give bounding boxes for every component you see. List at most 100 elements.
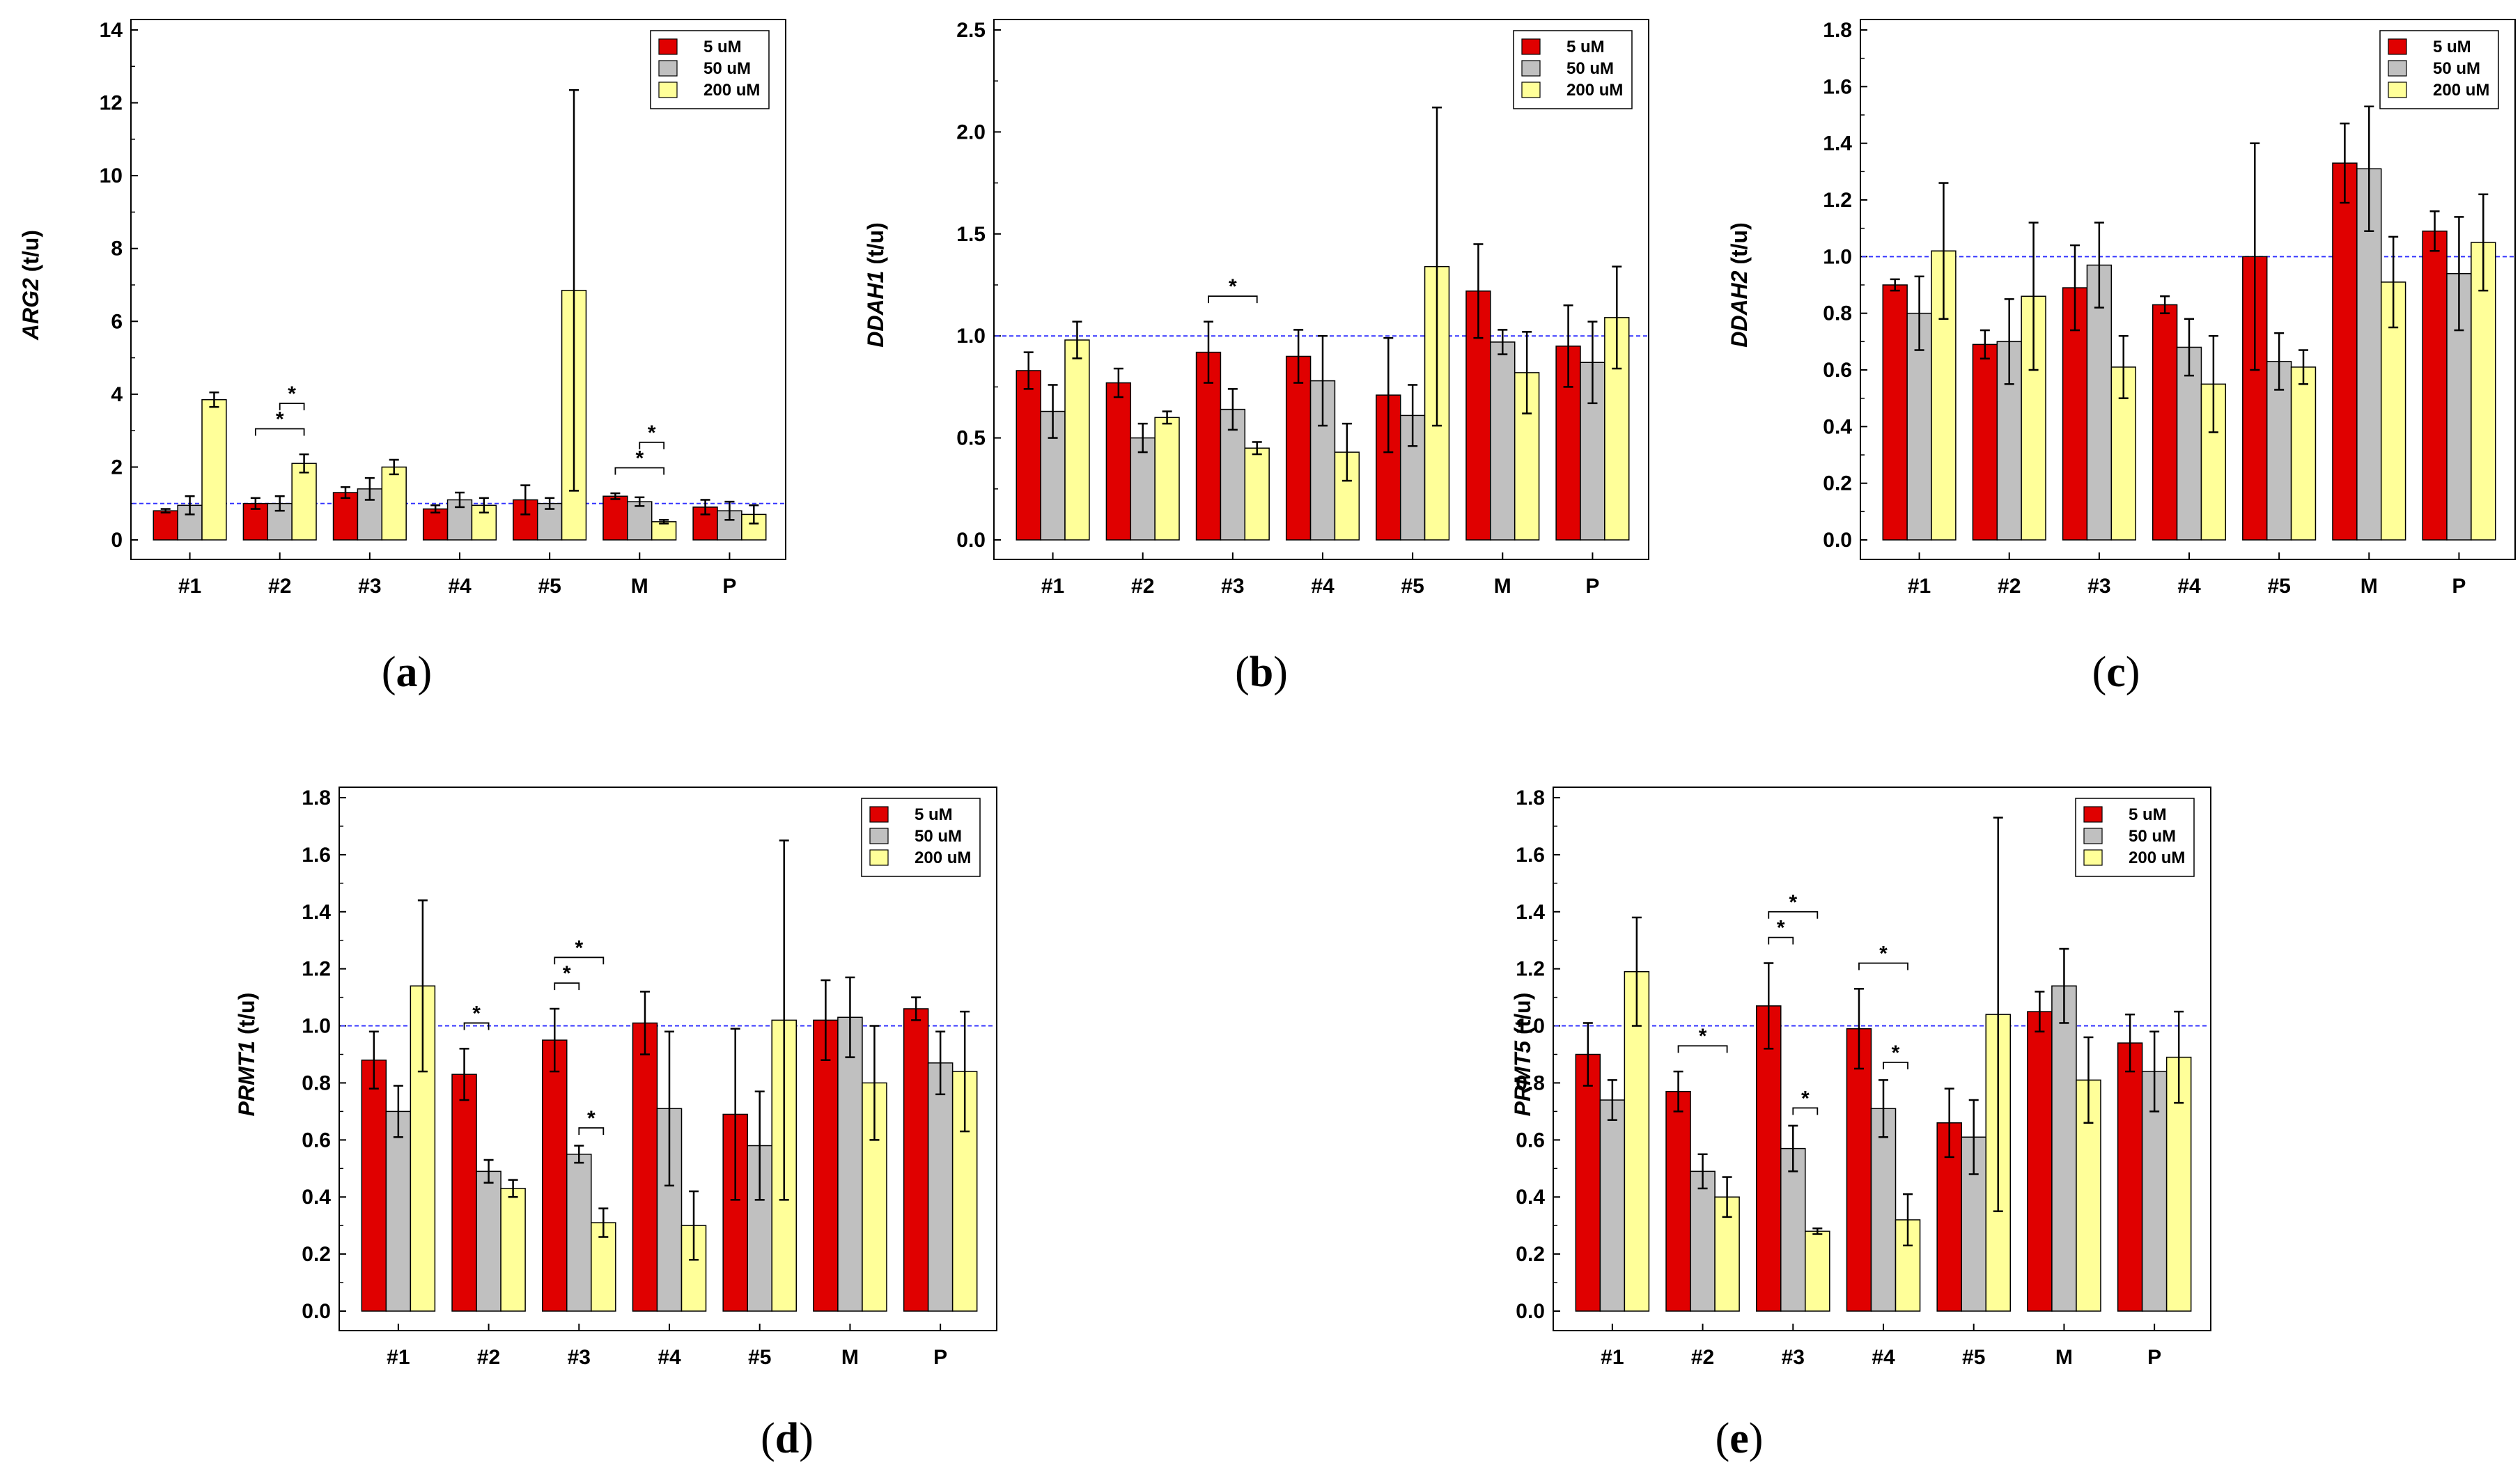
y-tick-label: 1.4 [302, 901, 331, 924]
legend-label: 200 uM [915, 849, 971, 867]
significance-star: * [1229, 275, 1237, 298]
x-tick-label: P [1585, 575, 1599, 598]
legend-label: 5 uM [703, 38, 742, 56]
legend-swatch [658, 82, 678, 98]
bar [1665, 1090, 1691, 1312]
significance-star: * [1789, 891, 1797, 914]
x-tick-label: M [841, 1346, 859, 1369]
plot-frame [339, 787, 997, 1331]
bar [651, 521, 677, 541]
y-tick-label: 0.2 [1516, 1243, 1545, 1266]
bar [422, 508, 449, 541]
x-tick-label: #4 [2177, 575, 2201, 598]
y-axis-label: PRMT1 (t/u) [234, 993, 259, 1117]
x-tick-label: M [2360, 575, 2378, 598]
x-tick-label: P [2452, 575, 2466, 598]
y-tick-label: 1.0 [1823, 245, 1852, 268]
significance-star: * [1699, 1025, 1707, 1048]
x-tick-label: #1 [1908, 575, 1931, 598]
y-tick-label: 0.5 [956, 427, 986, 450]
y-axis-gene: PRMT1 [234, 1041, 259, 1116]
y-tick-label: 1.2 [1516, 958, 1545, 981]
y-tick-label: 1.0 [1516, 1015, 1545, 1038]
y-tick-label: 0.0 [302, 1300, 331, 1323]
bar [1016, 370, 1041, 541]
bar [566, 1154, 592, 1312]
panel-label-d: (d) [761, 1415, 814, 1462]
x-tick-label: P [933, 1346, 947, 1369]
y-tick-label: 1.4 [1823, 132, 1852, 155]
panel-label-c: (c) [2092, 649, 2140, 696]
y-tick-label: 2.0 [956, 121, 986, 144]
y-tick-label: 1.6 [1516, 844, 1545, 867]
bar [332, 492, 359, 541]
legend-label: 50 uM [915, 827, 962, 846]
significance-bracket [639, 441, 665, 449]
y-tick-label: 0.0 [956, 529, 986, 552]
significance-bracket [1858, 962, 1908, 970]
y-tick-label: 0.8 [1516, 1071, 1545, 1094]
significance-star: * [288, 382, 296, 405]
legend-label: 5 uM [2433, 38, 2471, 56]
chart-prmt1: 0.0 0.2 0.4 0.6 0.8 1.0 1.2 1.4 1.6 1.8 PRMT1 (t/u… [234, 787, 997, 1369]
y-tick-label: 1.6 [302, 844, 331, 867]
bar [500, 1188, 526, 1312]
significance-star: * [1801, 1087, 1810, 1110]
y-axis-gene: DDAH1 [863, 271, 888, 348]
bar [451, 1074, 477, 1312]
bar [2051, 985, 2077, 1312]
bar [1870, 1108, 1897, 1312]
y-tick-label: 0 [111, 529, 123, 552]
y-axis-unit: (t/u) [18, 230, 43, 278]
y-tick-label: 10 [100, 164, 123, 187]
significance-bracket [554, 982, 580, 991]
bar [2422, 230, 2448, 541]
x-tick-label: #2 [268, 575, 291, 598]
bar [1846, 1028, 1872, 1312]
significance-star: * [1879, 942, 1888, 965]
legend-swatch [2083, 849, 2103, 866]
significance-bracket [554, 957, 605, 965]
bar [1105, 382, 1132, 541]
x-tick-label: #5 [1962, 1346, 1985, 1369]
legend-swatch [869, 828, 889, 844]
bar [1130, 437, 1156, 541]
bar [1972, 343, 1998, 541]
x-tick-label: #3 [358, 575, 381, 598]
bar [2290, 366, 2317, 541]
legend-swatch [1521, 38, 1541, 55]
x-tick-label: #4 [658, 1346, 681, 1369]
y-tick-label: 1.8 [1516, 787, 1545, 810]
bar [410, 985, 436, 1312]
bar [1064, 339, 1090, 541]
bar [1805, 1230, 1830, 1312]
significance-star: * [472, 1002, 481, 1025]
bar [1690, 1170, 1716, 1312]
significance-bracket [463, 1022, 490, 1030]
x-tick-label: #3 [1782, 1346, 1805, 1369]
legend-label: 200 uM [2433, 81, 2489, 100]
bar [291, 463, 317, 541]
bar [602, 495, 628, 541]
x-tick-label: #1 [1601, 1346, 1624, 1369]
legend-label: 5 uM [915, 805, 953, 824]
significance-star: * [575, 936, 583, 959]
legend-swatch [869, 849, 889, 866]
y-axis-label: ARG2 (t/u) [18, 230, 43, 341]
bar [813, 1019, 839, 1312]
legend-label: 5 uM [2129, 805, 2167, 824]
x-tick-label: #1 [387, 1346, 410, 1369]
y-tick-label: 8 [111, 238, 123, 261]
significance-star: * [563, 962, 571, 985]
y-axis-unit: (t/u) [1727, 222, 1752, 270]
bar [632, 1022, 658, 1312]
legend-swatch [2083, 828, 2103, 844]
y-tick-label: 1.0 [302, 1015, 331, 1038]
x-tick-label: #4 [1872, 1346, 1895, 1369]
legend-label: 200 uM [703, 81, 760, 100]
bar [1285, 355, 1312, 541]
bar [2117, 1042, 2143, 1312]
plot-frame [1860, 19, 2516, 560]
x-tick-label: #2 [1131, 575, 1154, 598]
y-axis-unit: (t/u) [1510, 993, 1535, 1041]
